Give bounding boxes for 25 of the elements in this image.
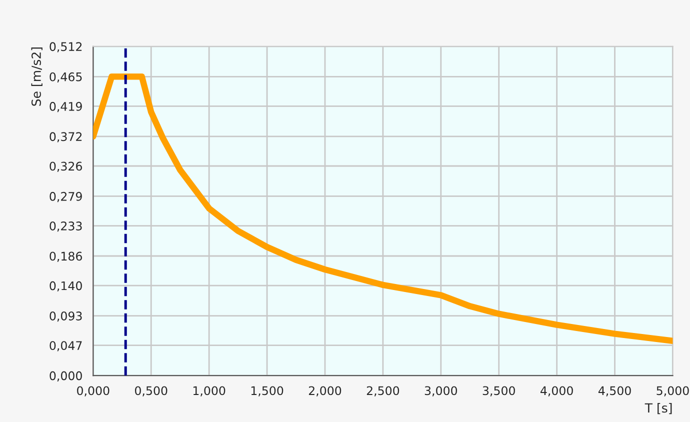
y-tick-label: 0,233 bbox=[50, 222, 82, 232]
y-tick-label: 0,512 bbox=[50, 42, 82, 52]
y-axis-title: Se [m/s2] bbox=[31, 47, 42, 106]
x-tick-label: 4,000 bbox=[540, 386, 573, 396]
x-axis-title: T [s] bbox=[644, 402, 672, 414]
x-tick-label: 1,500 bbox=[251, 386, 284, 396]
x-tick-label: 0,000 bbox=[77, 386, 110, 396]
x-tick-label: 3,500 bbox=[482, 386, 515, 396]
x-tick-label: 2,000 bbox=[308, 386, 342, 396]
y-tick-label: 0,419 bbox=[50, 102, 82, 112]
x-tick-label: 2,500 bbox=[366, 386, 400, 396]
x-tick-label: 1,000 bbox=[193, 386, 226, 396]
x-tick-label: 0,500 bbox=[134, 386, 168, 396]
y-tick-label: 0,372 bbox=[50, 132, 82, 142]
y-tick-label: 0,465 bbox=[50, 72, 82, 82]
y-tick-label: 0,047 bbox=[50, 341, 82, 352]
x-tick-label: 3,000 bbox=[424, 386, 458, 396]
y-tick-label: 0,279 bbox=[50, 192, 82, 202]
y-tick-label: 0,186 bbox=[50, 252, 82, 262]
x-tick-label: 4,500 bbox=[598, 386, 631, 396]
y-tick-label: 0,093 bbox=[50, 312, 82, 322]
y-tick-label: 0,326 bbox=[50, 162, 82, 172]
y-tick-label: 0,000 bbox=[50, 371, 82, 382]
x-tick-label: 5,000 bbox=[656, 386, 689, 396]
y-tick-label: 0,140 bbox=[50, 281, 82, 292]
